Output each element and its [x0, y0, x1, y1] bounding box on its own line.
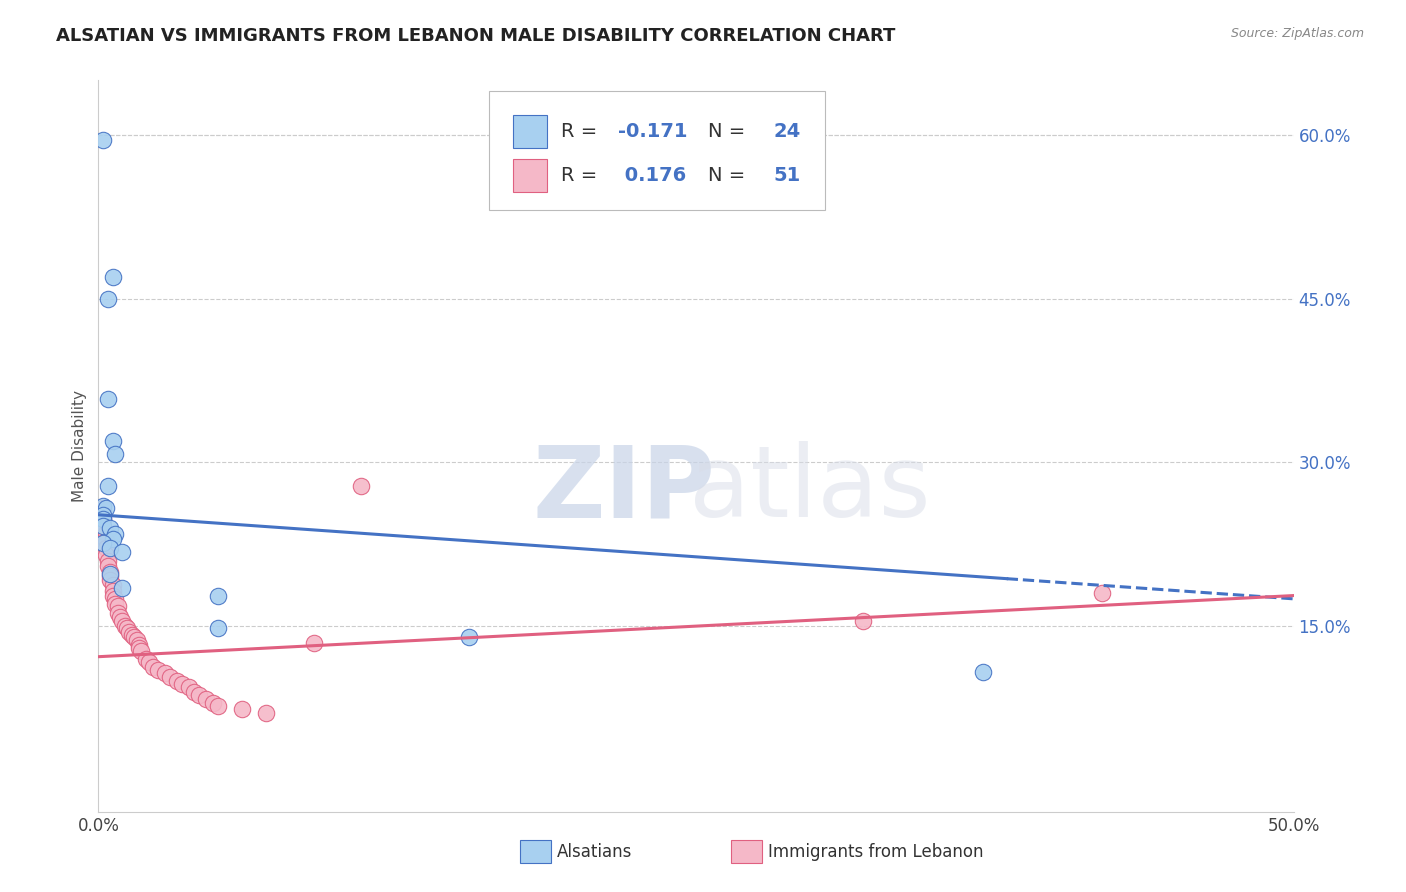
- Point: [115, 621, 138, 635]
- Point: [98, 566, 122, 581]
- Text: ZIP: ZIP: [533, 442, 716, 539]
- Point: [101, 434, 124, 448]
- Point: [91, 521, 114, 535]
- Point: [94, 526, 117, 541]
- Point: [101, 532, 124, 546]
- Point: [107, 606, 129, 620]
- Text: N =: N =: [709, 122, 751, 141]
- Text: -0.171: -0.171: [619, 122, 688, 141]
- Point: [111, 581, 134, 595]
- Text: 0.176: 0.176: [619, 166, 686, 185]
- Point: [97, 479, 120, 493]
- Point: [207, 698, 229, 713]
- Point: [138, 655, 160, 669]
- Point: [94, 548, 117, 562]
- Point: [187, 688, 209, 702]
- Text: 24: 24: [773, 122, 801, 141]
- Point: [94, 501, 117, 516]
- Point: [91, 508, 114, 522]
- Point: [98, 541, 122, 555]
- Point: [128, 638, 150, 652]
- Point: [98, 565, 122, 579]
- Point: [135, 652, 157, 666]
- Point: [107, 599, 129, 614]
- Text: Immigrants from Lebanon: Immigrants from Lebanon: [768, 843, 983, 861]
- Point: [852, 614, 875, 628]
- Point: [97, 559, 120, 574]
- Point: [195, 692, 218, 706]
- Text: R =: R =: [561, 166, 603, 185]
- Point: [202, 696, 225, 710]
- Point: [118, 624, 141, 639]
- Point: [166, 673, 188, 688]
- Point: [91, 501, 114, 516]
- Text: ALSATIAN VS IMMIGRANTS FROM LEBANON MALE DISABILITY CORRELATION CHART: ALSATIAN VS IMMIGRANTS FROM LEBANON MALE…: [56, 27, 896, 45]
- FancyBboxPatch shape: [489, 90, 825, 211]
- Text: 51: 51: [773, 166, 801, 185]
- Point: [101, 577, 124, 591]
- Point: [231, 702, 253, 716]
- Point: [101, 269, 124, 284]
- Point: [91, 512, 114, 526]
- Point: [104, 591, 127, 606]
- Point: [104, 597, 127, 611]
- Point: [142, 659, 165, 673]
- Point: [91, 512, 114, 526]
- Point: [101, 589, 124, 603]
- Point: [104, 527, 127, 541]
- Point: [98, 574, 122, 588]
- Point: [98, 569, 122, 583]
- Point: [97, 392, 120, 406]
- Point: [97, 554, 120, 568]
- Text: R =: R =: [561, 122, 603, 141]
- Point: [155, 666, 177, 681]
- Point: [114, 619, 136, 633]
- Point: [101, 584, 124, 599]
- Text: Source: ZipAtlas.com: Source: ZipAtlas.com: [1230, 27, 1364, 40]
- Point: [128, 640, 150, 655]
- Point: [94, 541, 117, 555]
- Point: [98, 521, 122, 535]
- Point: [91, 499, 114, 513]
- Point: [91, 133, 114, 147]
- Point: [1091, 586, 1114, 600]
- Text: atlas: atlas: [689, 442, 931, 539]
- Point: [111, 614, 134, 628]
- FancyBboxPatch shape: [513, 159, 547, 192]
- Point: [172, 677, 194, 691]
- Point: [148, 663, 170, 677]
- Point: [207, 589, 229, 603]
- Point: [108, 610, 131, 624]
- Point: [350, 479, 373, 493]
- Y-axis label: Male Disability: Male Disability: [72, 390, 87, 502]
- Text: Alsatians: Alsatians: [557, 843, 633, 861]
- Point: [111, 545, 134, 559]
- Point: [91, 508, 114, 522]
- Point: [125, 633, 148, 648]
- Point: [159, 670, 181, 684]
- Point: [972, 665, 994, 679]
- Point: [302, 635, 325, 649]
- Text: N =: N =: [709, 166, 751, 185]
- Point: [97, 292, 120, 306]
- FancyBboxPatch shape: [513, 115, 547, 148]
- Point: [121, 628, 143, 642]
- Point: [94, 533, 117, 548]
- Point: [179, 680, 201, 694]
- Point: [254, 706, 277, 721]
- Point: [207, 621, 229, 635]
- Point: [124, 630, 146, 644]
- Point: [91, 518, 114, 533]
- Point: [104, 447, 127, 461]
- Point: [131, 644, 153, 658]
- Point: [91, 536, 114, 550]
- Point: [458, 630, 481, 644]
- Point: [183, 684, 205, 698]
